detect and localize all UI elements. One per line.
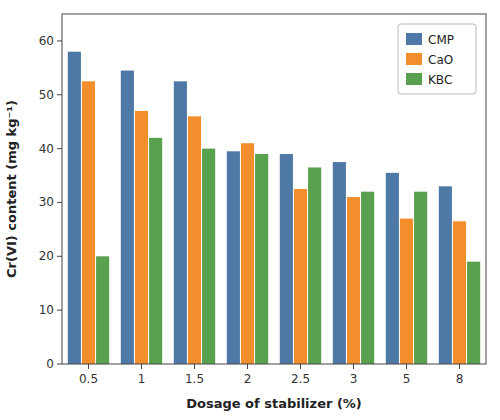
- bar: [439, 186, 452, 364]
- bar: [121, 71, 134, 364]
- bar: [202, 149, 215, 364]
- legend-swatch: [406, 53, 422, 65]
- bar: [347, 197, 360, 364]
- x-tick-label: 8: [456, 372, 464, 386]
- legend-swatch: [406, 73, 422, 85]
- legend-label: CaO: [428, 53, 453, 67]
- chart: 0 10 20 30 40 50 60 0.5 1 1.5 2 2.5 3 5 8 Dosage of sta…: [0, 0, 500, 420]
- bar: [400, 219, 413, 364]
- x-tick-label: 5: [403, 372, 411, 386]
- bar: [361, 192, 374, 364]
- bar: [255, 154, 268, 364]
- y-tick-label: 20: [39, 249, 54, 263]
- bar: [135, 111, 148, 364]
- x-tick: [459, 364, 460, 369]
- bar: [188, 116, 201, 364]
- y-tick-label: 50: [39, 88, 54, 102]
- legend-box: [398, 24, 476, 94]
- bar: [414, 192, 427, 364]
- bar: [68, 52, 81, 364]
- y-tick: [57, 148, 62, 149]
- legend-label: CMP: [428, 33, 454, 47]
- legend: CMP CaO KBC: [398, 24, 476, 94]
- plot-frame: [62, 14, 486, 364]
- bar: [227, 151, 240, 364]
- legend-label: KBC: [428, 73, 452, 87]
- bar: [96, 256, 109, 364]
- x-tick: [88, 364, 89, 369]
- x-tick: [300, 364, 301, 369]
- bar: [82, 81, 95, 364]
- y-tick-label: 60: [39, 34, 54, 48]
- bar: [174, 81, 187, 364]
- x-tick: [194, 364, 195, 369]
- legend-swatch: [406, 33, 422, 45]
- bar: [467, 262, 480, 364]
- x-tick-label: 3: [350, 372, 358, 386]
- x-tick-label: 0.5: [79, 372, 98, 386]
- x-tick: [353, 364, 354, 369]
- x-axis-label: Dosage of stabilizer (%): [186, 396, 362, 411]
- x-tick-label: 2.5: [291, 372, 310, 386]
- x-tick-label: 2: [244, 372, 252, 386]
- x-tick-label: 1.5: [185, 372, 204, 386]
- bars: [68, 52, 480, 364]
- bar: [294, 189, 307, 364]
- y-tick-label: 10: [39, 303, 54, 317]
- y-tick-label: 0: [46, 357, 54, 371]
- bar: [149, 138, 162, 364]
- y-tick-label: 40: [39, 142, 54, 156]
- y-tick: [57, 364, 62, 365]
- y-tick: [57, 256, 62, 257]
- x-tick: [406, 364, 407, 369]
- y-tick: [57, 202, 62, 203]
- bar: [280, 154, 293, 364]
- y-tick-label: 30: [39, 195, 54, 209]
- bar: [333, 162, 346, 364]
- y-axis-label: Cr(VI) content (mg kg⁻¹): [4, 100, 19, 278]
- bar: [386, 173, 399, 364]
- bar: [453, 221, 466, 364]
- x-tick: [247, 364, 248, 369]
- x-tick: [141, 364, 142, 369]
- y-tick: [57, 94, 62, 95]
- y-tick: [57, 40, 62, 41]
- bar: [308, 167, 321, 364]
- x-tick-label: 1: [138, 372, 146, 386]
- bar: [241, 143, 254, 364]
- y-tick: [57, 310, 62, 311]
